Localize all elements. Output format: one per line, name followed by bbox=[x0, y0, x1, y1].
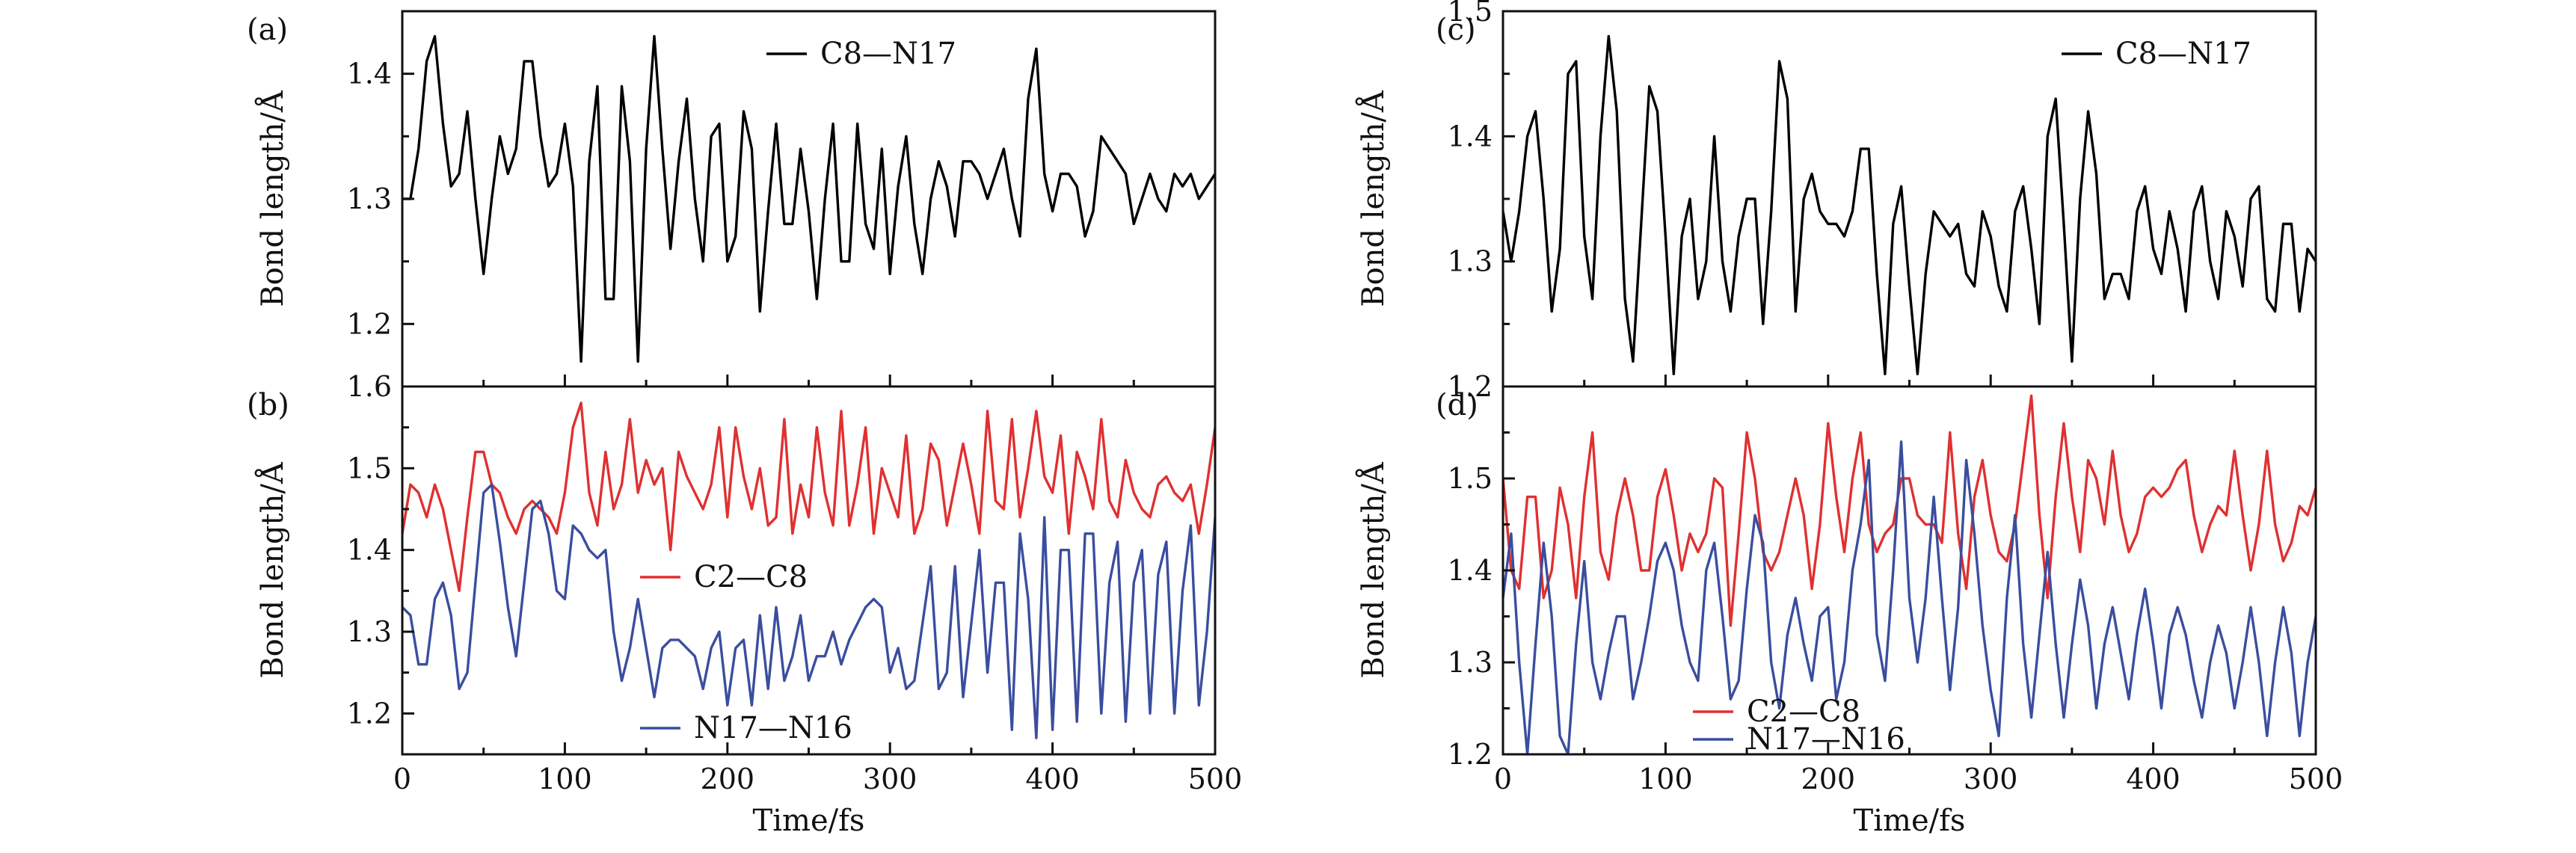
y-axis-title: Bond length/Å bbox=[255, 461, 290, 679]
legend-label: C2—C8 bbox=[694, 560, 808, 594]
legend-label: N17—N16 bbox=[694, 711, 852, 745]
y-tick-label: 1.3 bbox=[1448, 245, 1493, 278]
y-tick-label: 1.3 bbox=[347, 182, 392, 215]
y-tick-label: 1.3 bbox=[1448, 646, 1493, 679]
series-line-c8-n17 bbox=[402, 34, 1215, 363]
plot-frame bbox=[401, 385, 1217, 756]
y-tick-label: 1.2 bbox=[347, 307, 392, 340]
y-axis-title: Bond length/Å bbox=[1356, 461, 1391, 679]
x-tick-label: 300 bbox=[1964, 763, 2018, 795]
y-tick-label: 1.4 bbox=[347, 534, 392, 567]
series-line-c2-c8 bbox=[402, 401, 1215, 592]
x-tick-label: 0 bbox=[393, 763, 411, 795]
y-tick-label: 1.2 bbox=[1448, 370, 1493, 403]
x-tick-label: 0 bbox=[1494, 763, 1512, 795]
y-tick-label: 1.4 bbox=[1448, 120, 1493, 153]
legend-label: C8—N17 bbox=[820, 37, 956, 71]
y-tick-label: 1.5 bbox=[1448, 462, 1493, 495]
plot-frame bbox=[1501, 385, 2317, 756]
y-tick-label: 1.4 bbox=[1448, 554, 1493, 587]
chart-panel-c: 1.2 1.3 1.4 1.5 Bond length/Å (c) C8—N17 bbox=[1356, 0, 2317, 403]
x-tick-label: 100 bbox=[538, 763, 592, 795]
chart-panel-b: 1.2 1.3 1.4 1.5 1.6 0 100 200 300 400 500 Time/fs Bo… bbox=[247, 370, 1242, 838]
x-tick-label: 100 bbox=[1638, 763, 1693, 795]
panel-label: (a) bbox=[247, 13, 288, 47]
x-tick-label: 300 bbox=[863, 763, 917, 795]
panel-label: (b) bbox=[247, 388, 289, 422]
chart-panel-a: 1.2 1.3 1.4 Bond length/Å (a) C8—N17 bbox=[247, 10, 1217, 388]
series-line-c8-n17 bbox=[1503, 34, 2316, 375]
x-tick-label: 500 bbox=[2289, 763, 2343, 795]
series-line-c2-c8 bbox=[1503, 394, 2316, 627]
x-tick-label: 400 bbox=[1025, 763, 1080, 795]
x-tick-label: 500 bbox=[1188, 763, 1243, 795]
y-axis-title: Bond length/Å bbox=[255, 90, 290, 307]
legend-label: C2—C8 bbox=[1747, 695, 1860, 729]
x-tick-label: 200 bbox=[1801, 763, 1856, 795]
x-tick-label: 400 bbox=[2126, 763, 2180, 795]
y-tick-label: 1.6 bbox=[347, 370, 392, 403]
legend-label: C8—N17 bbox=[2115, 37, 2251, 71]
x-axis-title: Time/fs bbox=[753, 804, 865, 838]
series-line-n17-n16 bbox=[1503, 440, 2316, 754]
y-tick-label: 1.5 bbox=[1448, 0, 1493, 28]
panel-label: (d) bbox=[1436, 388, 1478, 422]
x-axis-title: Time/fs bbox=[1854, 804, 1966, 838]
y-tick-label: 1.4 bbox=[347, 58, 392, 90]
x-tick-label: 200 bbox=[701, 763, 755, 795]
chart-panel-d: 1.2 1.3 1.4 1.5 0 100 200 300 400 500 Time/fs Bond … bbox=[1356, 385, 2343, 838]
panel-label: (c) bbox=[1436, 13, 1476, 47]
y-tick-label: 1.5 bbox=[347, 452, 392, 484]
y-axis-title: Bond length/Å bbox=[1356, 90, 1391, 307]
y-tick-label: 1.2 bbox=[1448, 738, 1493, 771]
series-line-n17-n16 bbox=[402, 483, 1215, 739]
y-tick-label: 1.3 bbox=[347, 615, 392, 648]
legend-label: N17—N16 bbox=[1747, 722, 1905, 757]
y-tick-label: 1.2 bbox=[347, 697, 392, 730]
